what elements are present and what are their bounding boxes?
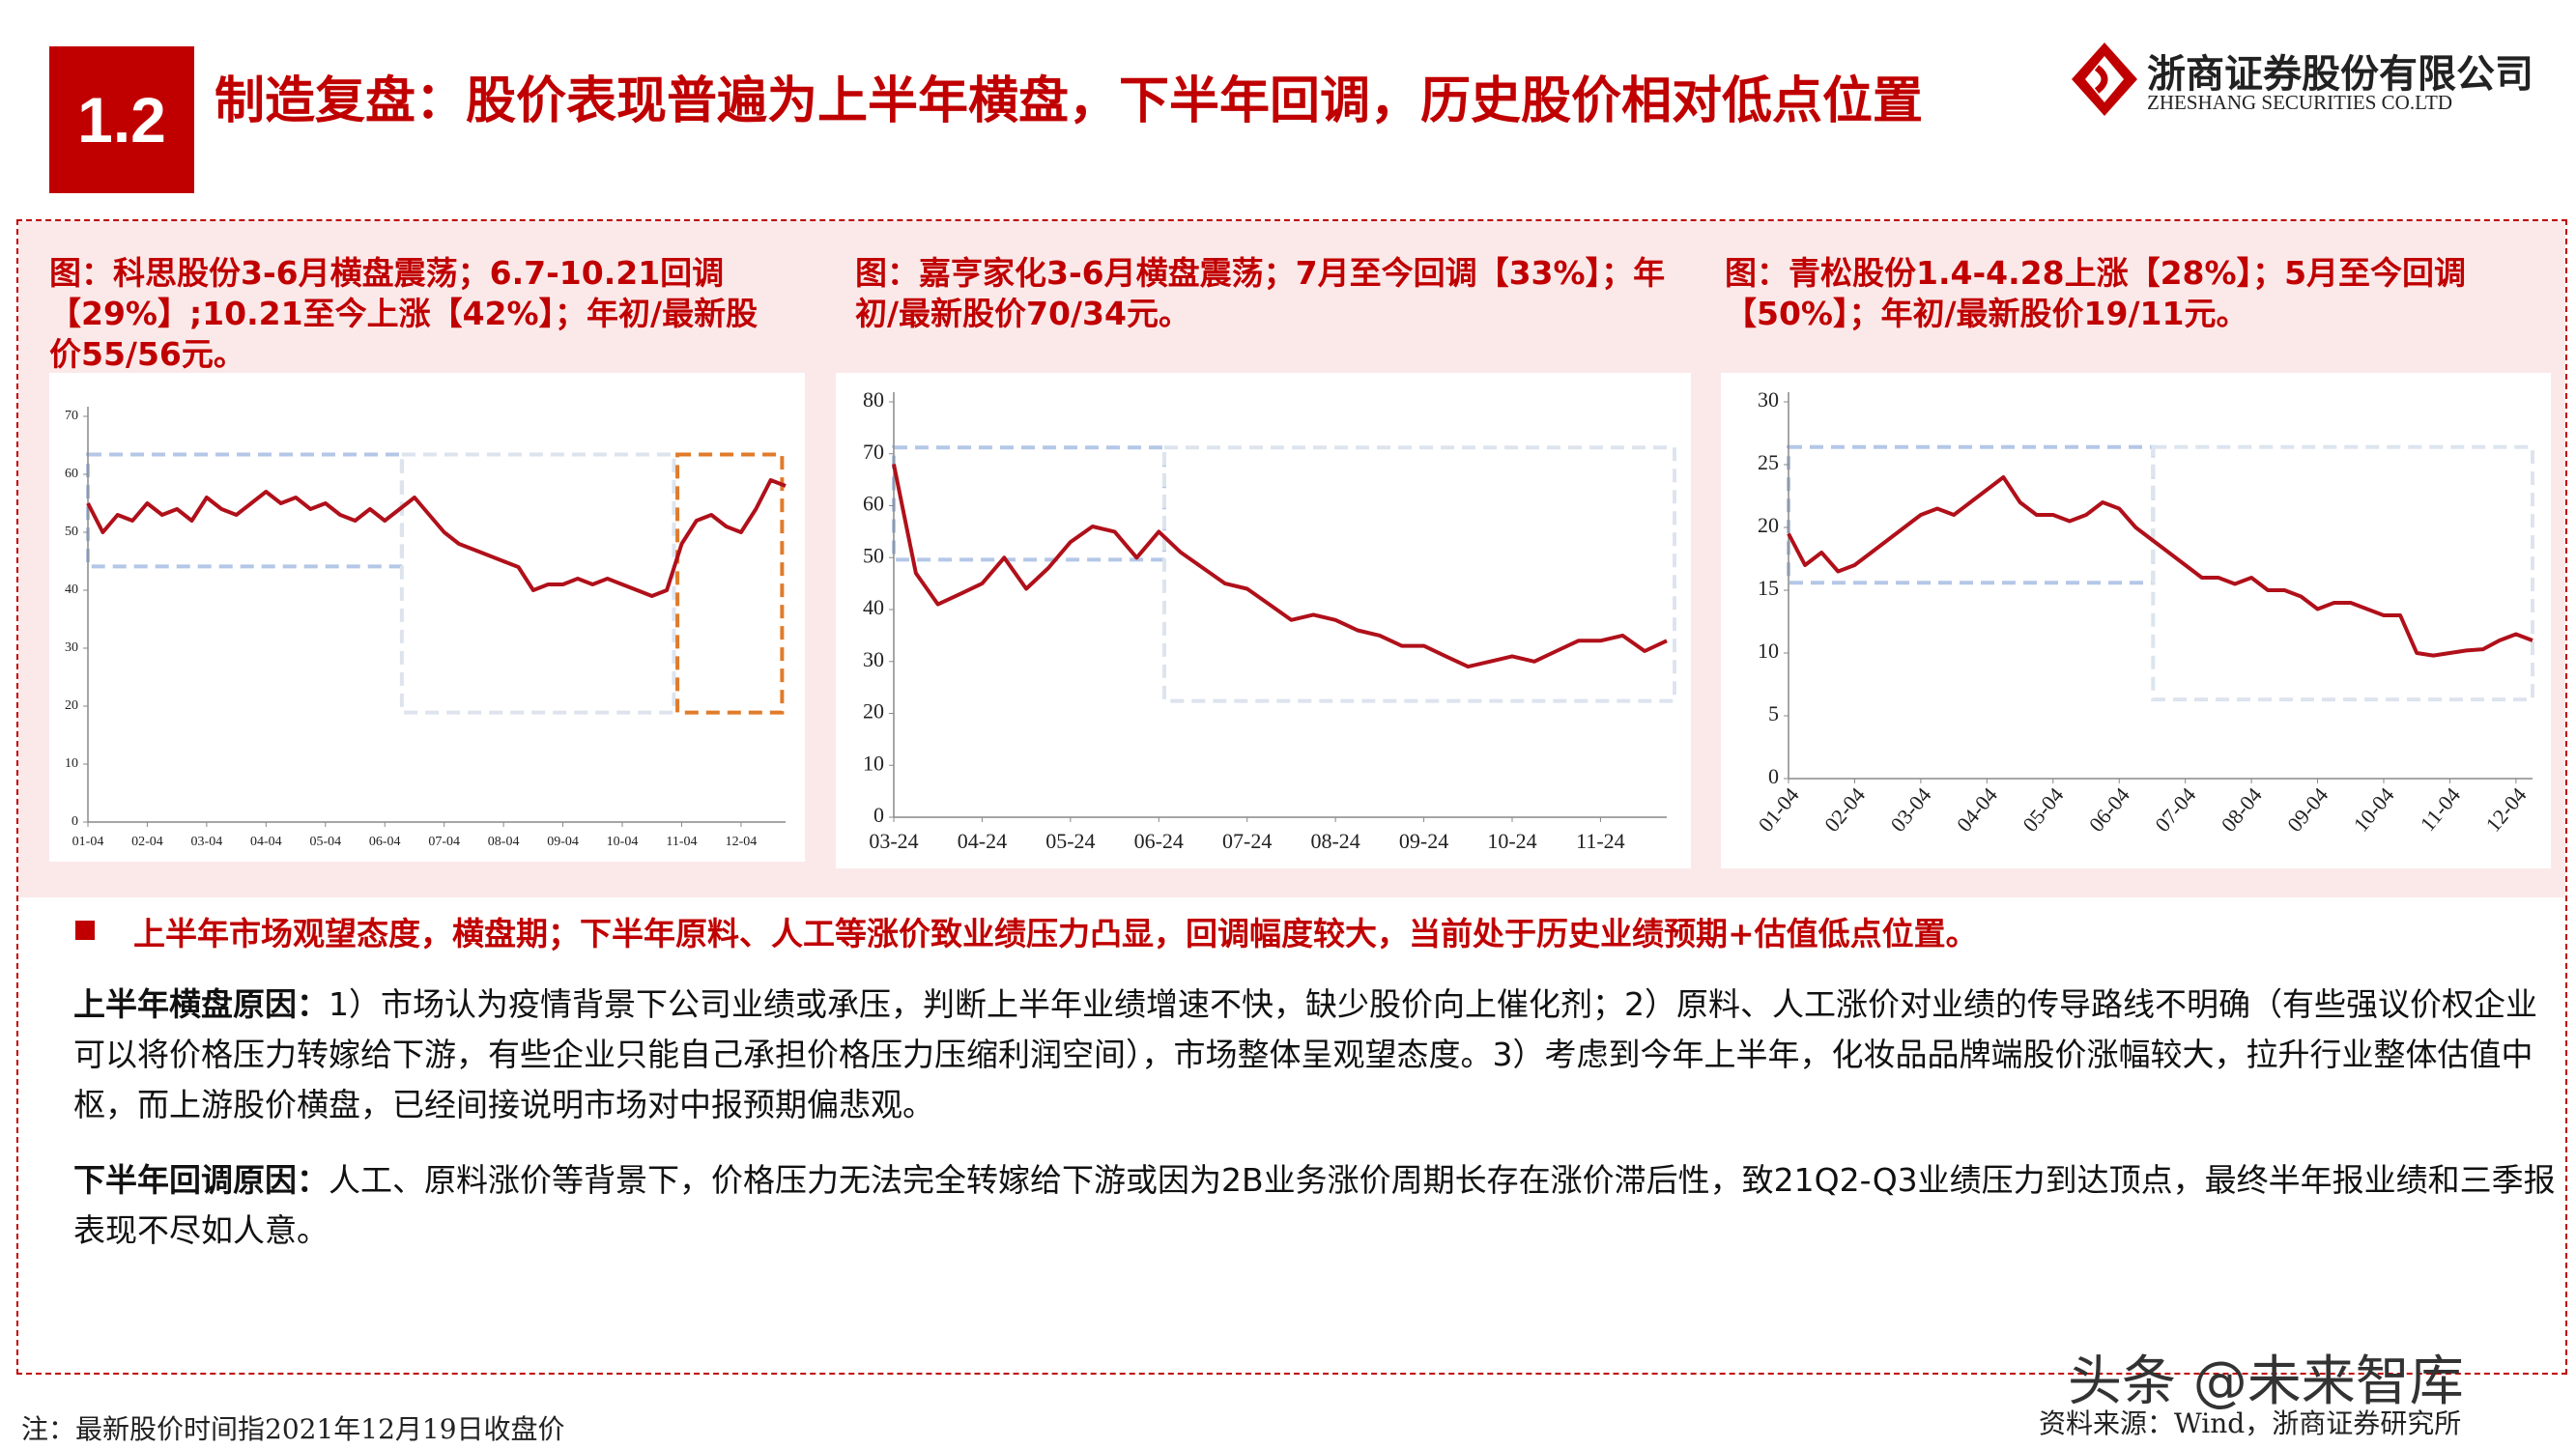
x-tick-label: 06-04 (369, 835, 401, 849)
highlight-box (399, 452, 676, 715)
bullet-text: 上半年市场观望态度，横盘期；下半年原料、人工等涨价致业绩压力凸显，回调幅度较大，… (133, 915, 1978, 952)
y-tick-label: 30 (65, 640, 78, 655)
x-tick-label: 12-04 (2480, 782, 2531, 836)
y-tick-label: 10 (863, 751, 884, 775)
y-tick-label: 40 (863, 595, 884, 619)
chart: 0 10 20 30 40 50 60 70 80 03-24 04-24 05-24 06-24 07-… (836, 373, 1691, 868)
x-tick-label: 11-04 (666, 835, 697, 849)
x-tick-label: 09-04 (2282, 782, 2333, 836)
y-tick-label: 70 (65, 409, 78, 423)
x-tick-label: 04-04 (1952, 782, 2002, 836)
source: 资料来源：Wind，浙商证券研究所 (2039, 1407, 2462, 1439)
highlight-box (675, 452, 785, 715)
x-tick-label: 07-24 (1222, 829, 1272, 853)
highlight-box (2151, 444, 2534, 702)
chart: 0 10 20 30 40 50 60 70 01-04 02-04 03-04 04-04 05-04… (49, 373, 805, 862)
x-tick-label: 08-04 (488, 835, 520, 849)
x-tick-label: 10-04 (607, 835, 639, 849)
paragraph-text: 人工、原料涨价等背景下，价格压力无法完全转嫁给下游或因为2B业务涨价周期长存在涨… (73, 1161, 2556, 1249)
x-tick-label: 02-04 (1819, 782, 1870, 836)
paragraph: 下半年回调原因：人工、原料涨价等背景下，价格压力无法完全转嫁给下游或因为2B业务… (73, 1155, 2562, 1256)
x-tick-label: 12-04 (726, 835, 758, 849)
y-tick-label: 0 (873, 803, 884, 827)
x-tick-label: 03-24 (869, 829, 918, 853)
x-tick-label: 06-04 (2084, 782, 2134, 836)
x-tick-label: 01-04 (1754, 782, 1804, 836)
logo-name: 浙商证券股份有限公司 (2147, 52, 2533, 97)
x-tick-label: 07-04 (2150, 782, 2200, 836)
x-tick-label: 03-04 (191, 835, 223, 849)
logo-english: ZHESHANG SECURITIES CO.LTD (2147, 91, 2452, 114)
y-tick-label: 0 (72, 814, 78, 829)
x-tick-label: 05-24 (1045, 829, 1095, 853)
y-tick-label: 20 (863, 699, 884, 724)
y-tick-label: 40 (65, 582, 78, 597)
paragraph-lead: 上半年横盘原因： (73, 985, 329, 1023)
price-line (1787, 475, 2533, 658)
y-tick-label: 10 (1758, 639, 1779, 663)
x-tick-label: 04-04 (250, 835, 282, 849)
slide-title: 制造复盘：股价表现普遍为上半年横盘，下半年回调，历史股价相对低点位置 (215, 72, 1924, 130)
logo-icon (2072, 43, 2137, 116)
bullet-square (75, 921, 95, 940)
chart: 0 5 10 15 20 25 30 01-04 02-04 03-04 04-04 05-04 06-… (1721, 373, 2551, 868)
y-tick-label: 5 (1768, 701, 1779, 725)
y-tick-label: 15 (1758, 576, 1779, 600)
x-tick-label: 03-04 (1885, 782, 1935, 836)
x-tick-label: 09-04 (547, 835, 579, 849)
paragraph-lead: 下半年回调原因： (73, 1161, 329, 1199)
chart-caption: 图：嘉亨家化3-6月横盘震荡；7月至今回调【33%】；年初/最新股价70/34元… (855, 254, 1666, 332)
y-tick-label: 0 (1768, 764, 1779, 788)
footnote: 注：最新股价时间指2021年12月19日收盘价 (21, 1413, 565, 1445)
x-tick-label: 08-04 (2217, 782, 2267, 836)
y-tick-label: 30 (1758, 387, 1779, 412)
price-line (86, 478, 787, 598)
x-tick-label: 11-04 (2416, 782, 2466, 836)
highlight-box (1162, 445, 1676, 703)
y-tick-label: 20 (1758, 513, 1779, 537)
y-tick-label: 25 (1758, 450, 1779, 474)
x-tick-label: 05-04 (2018, 782, 2068, 836)
x-tick-label: 10-04 (2349, 782, 2399, 836)
x-tick-label: 10-24 (1487, 829, 1536, 853)
paragraph: 上半年横盘原因：1）市场认为疫情背景下公司业绩或承压，判断上半年业绩增速不快，缺… (73, 980, 2562, 1130)
highlight-box (1787, 444, 2156, 585)
chart-caption: 图：科思股份3-6月横盘震荡；6.7-10.21回调【29%】;10.21至今上… (49, 254, 758, 373)
y-tick-label: 60 (863, 492, 884, 516)
y-tick-label: 50 (65, 525, 78, 539)
y-tick-label: 60 (65, 467, 78, 481)
x-tick-label: 05-04 (309, 835, 341, 849)
y-tick-label: 30 (863, 647, 884, 671)
chart-caption: 图：青松股份1.4-4.28上涨【28%】；5月至今回调【50%】；年初/最新股… (1725, 254, 2467, 332)
x-tick-label: 07-04 (428, 835, 460, 849)
x-tick-label: 08-24 (1310, 829, 1360, 853)
x-tick-label: 04-24 (958, 829, 1007, 853)
price-line (892, 464, 1668, 669)
paragraph-text: 1）市场认为疫情背景下公司业绩或承压，判断上半年业绩增速不快，缺少股价向上催化剂… (73, 985, 2537, 1123)
x-tick-label: 11-24 (1576, 829, 1625, 853)
y-tick-label: 80 (863, 387, 884, 412)
watermark: 头条 @未来智库 (2068, 1350, 2464, 1413)
section-badge: 1.2 (49, 46, 194, 193)
x-tick-label: 09-24 (1399, 829, 1448, 853)
x-tick-label: 06-24 (1134, 829, 1184, 853)
y-tick-label: 20 (65, 698, 78, 713)
content-frame (16, 219, 2567, 1375)
y-tick-label: 70 (863, 440, 884, 464)
y-tick-label: 10 (65, 756, 78, 771)
x-tick-label: 01-04 (72, 835, 104, 849)
y-tick-label: 50 (863, 543, 884, 567)
x-tick-label: 02-04 (131, 835, 163, 849)
